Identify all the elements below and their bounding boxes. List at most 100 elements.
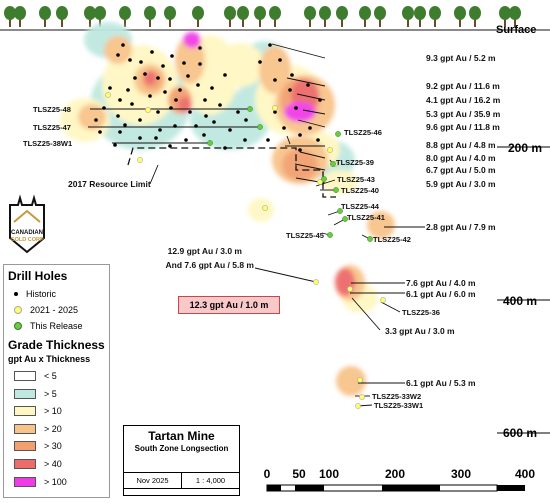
scale-tick: 0 [264,467,271,481]
intercept-label: 6.7 gpt Au / 5.0 m [426,165,496,175]
scale-bar: 0 50 100 200 300 400 [264,467,535,492]
intercept-label: 8.8 gpt Au / 4.8 m [426,140,496,150]
new-drill-points [207,106,373,242]
tree-icon [94,6,106,27]
legend-grade-title: Grade Thickness [8,338,105,352]
tree-icon [144,6,156,27]
historic-dot-icon [14,292,18,296]
tree-icon [164,6,176,27]
drillhole-label: TLSZ25-39 [336,158,374,167]
drillhole-label: TLSZ25-48 [33,105,71,114]
resource-limit-label: 2017 Resource Limit [68,179,151,189]
tree-icon [192,6,204,27]
tree-icon [119,6,131,27]
grade-swatch-icon [14,388,36,399]
tree-icon [359,6,371,27]
intercept-label: 8.0 gpt Au / 4.0 m [426,153,496,163]
canadian-gold-logo: CANADIAN GOLD CORP [9,194,45,254]
tree-icon [374,6,386,27]
drillhole-labels: TLSZ25-48 TLSZ25-47 TLSZ25-38W1 TLSZ25-4… [23,105,440,410]
intercept-label: 3.3 gpt Au / 3.0 m [385,326,455,336]
title-block: Tartan Mine South Zone Longsection Nov 2… [123,425,240,496]
legend-drill-title: Drill Holes [8,269,68,283]
map-date: Nov 2025 [136,476,169,485]
surface-label: Surface [496,24,537,36]
depth-label-600: 600 m [503,426,537,440]
tree-icon [4,6,16,27]
tree-icon [319,6,331,27]
scale-tick: 400 [515,467,535,481]
new-dot-icon [14,322,22,330]
drillhole-label: TLSZ25-40 [341,186,379,195]
intercept-label: And 7.6 gpt Au / 5.8 m [166,260,255,270]
grade-swatch-icon [14,459,36,469]
intercept-label: 9.6 gpt Au / 11.8 m [426,122,500,132]
intercept-label: 6.1 gpt Au / 5.3 m [406,378,476,388]
map-scale: 1 : 4,000 [181,473,239,488]
intercept-label: 12.9 gpt Au / 3.0 m [168,246,243,256]
intercept-label: 9.2 gpt Au / 11.6 m [426,81,500,91]
tree-icon [84,6,96,27]
legend-grade-subtitle: gpt Au x Thickness [8,354,91,364]
scale-tick: 50 [292,467,306,481]
drillhole-label: TLSZ25-41 [347,213,385,222]
intercept-label: 6.1 gpt Au / 6.0 m [406,289,476,299]
tree-icon [336,6,348,27]
tree-icon [224,6,236,27]
drillhole-label: TLSZ25-44 [341,202,380,211]
legend-grade-item: > 5 [14,388,57,399]
intercept-label: 9.3 gpt Au / 5.2 m [426,53,496,63]
tree-icon [254,6,266,27]
drillhole-label: TLSZ25-33W2 [372,392,421,401]
grade-swatch-icon [14,476,36,487]
tree-icon [402,6,414,27]
grade-swatch-icon [14,406,36,417]
resource-limit-boundary [127,147,336,198]
intercept-labels: 9.3 gpt Au / 5.2 m 9.2 gpt Au / 11.6 m 4… [166,53,501,388]
intercept-label: 5.9 gpt Au / 3.0 m [426,179,496,189]
grade-swatch-icon [14,423,36,434]
legend-grade-item: < 5 [14,371,57,381]
tree-icon [414,6,426,27]
drillhole-label: TLSZ25-45 [286,231,324,240]
tree-icon [304,6,316,27]
grade-contours [60,22,395,396]
legend: Drill Holes Historic 2021 - 2025 This Re… [3,264,110,498]
drillhole-label: TLSZ25-43 [337,175,375,184]
tree-icon [469,6,481,27]
highlight-callout: 12.3 gpt Au / 1.0 m [178,296,280,314]
intercept-label: 4.1 gpt Au / 16.2 m [426,95,501,105]
map-title: Tartan Mine [148,429,215,443]
scale-tick: 300 [451,467,471,481]
logo-text-1: CANADIAN [11,230,43,236]
drillhole-label: TLSZ25-46 [344,128,382,137]
scale-tick: 100 [319,467,339,481]
tree-icon [14,6,26,27]
drillhole-label: TLSZ25-38W1 [23,139,72,148]
intercept-label: 7.6 gpt Au / 4.0 m [406,278,476,288]
drillhole-label: TLSZ25-47 [33,123,71,132]
grade-swatch-icon [14,371,36,381]
intercept-label: 2.8 gpt Au / 7.9 m [426,222,496,232]
intercept-label: 5.3 gpt Au / 35.9 m [426,109,501,119]
drillhole-label: TLSZ25-33W1 [374,401,423,410]
drillhole-label: TLSZ25-42 [373,235,411,244]
tree-icon [39,6,51,27]
tree-icons [4,6,521,27]
legend-item-recent: 2021 - 2025 [14,305,78,315]
legend-grade-item: > 20 [14,423,62,434]
drillhole-label: TLSZ25-36 [402,308,440,317]
logo-text-2: GOLD CORP [10,237,44,243]
tree-icon [454,6,466,27]
legend-grade-item: > 10 [14,406,62,417]
tree-icon [509,6,521,27]
map-subtitle: South Zone Longsection [134,444,229,453]
legend-item-this-release: This Release [14,321,83,331]
scale-tick: 200 [385,467,405,481]
grade-swatch-icon [14,441,36,452]
depth-label-400: 400 m [503,294,537,308]
depth-label-200: 200 m [508,141,542,155]
tree-icon [269,6,281,27]
tree-icon [499,6,511,27]
